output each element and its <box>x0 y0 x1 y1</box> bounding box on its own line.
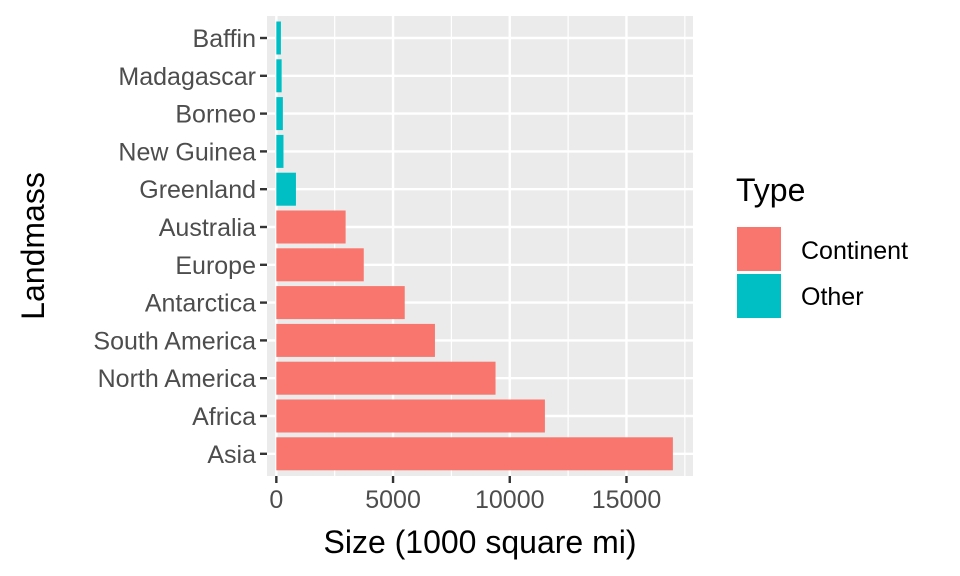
y-tick-label: Europe <box>175 252 256 280</box>
bar-madagascar <box>276 59 282 93</box>
legend-label-continent: Continent <box>801 237 908 265</box>
bar-asia <box>276 437 673 471</box>
bar-australia <box>276 210 346 244</box>
legend-key-continent <box>737 227 781 271</box>
legend-title: Type <box>736 172 805 208</box>
bar-north-america <box>276 361 496 395</box>
bar-greenland <box>276 172 296 206</box>
y-tick-label: Antarctica <box>145 290 256 318</box>
bar-africa <box>276 399 545 433</box>
y-tick-label: Borneo <box>175 101 256 129</box>
y-tick-label: Baffin <box>193 25 256 53</box>
x-tick-label: 0 <box>269 486 283 514</box>
y-tick-label: Madagascar <box>118 63 256 91</box>
bar-new-guinea <box>276 134 284 168</box>
bar-antarctica <box>276 286 405 320</box>
y-tick-label: Greenland <box>139 176 256 204</box>
legend-label-other: Other <box>801 283 864 311</box>
y-tick-label: Africa <box>192 403 256 431</box>
bar-borneo <box>276 97 283 131</box>
x-tick-label: 5000 <box>365 486 421 514</box>
y-tick-label: North America <box>98 365 256 393</box>
x-axis-title: Size (1000 square mi) <box>323 524 636 560</box>
grid-minor <box>334 16 686 476</box>
y-axis: Baffin Madagascar Borneo New Guinea Greenlan… <box>93 25 267 469</box>
bar-europe <box>276 248 364 282</box>
x-tick-label: 15000 <box>592 486 662 514</box>
bar-baffin <box>276 21 281 55</box>
y-axis-title: Landmass <box>15 172 51 320</box>
y-tick-label: New Guinea <box>118 138 256 166</box>
y-tick-label: South America <box>93 327 256 355</box>
y-tick-label: Asia <box>207 441 256 469</box>
x-tick-label: 10000 <box>475 486 545 514</box>
legend-key-other <box>737 274 781 318</box>
legend: Type Continent Other <box>736 172 908 318</box>
bar-south-america <box>276 323 435 357</box>
panel-background <box>267 16 693 476</box>
bars <box>276 21 673 471</box>
x-axis: 0 5000 10000 15000 <box>269 476 661 514</box>
y-tick-label: Australia <box>159 214 256 242</box>
